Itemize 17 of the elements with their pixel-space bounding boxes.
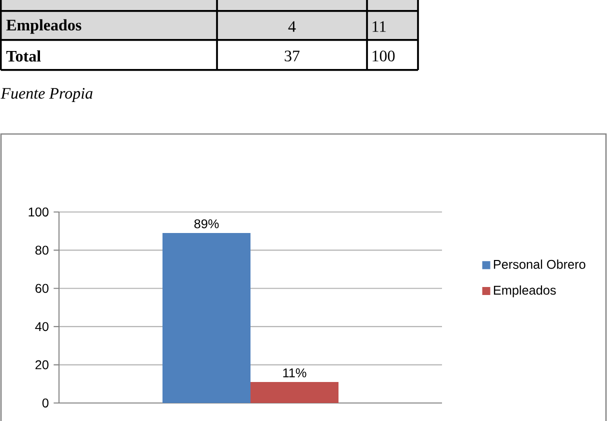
text: 4 [288,21,296,32]
y-tick-label: 20 [36,360,48,370]
data-label: 11% [283,368,306,378]
y-tick-label: 80 [35,246,48,255]
source-note: Fuente Propia [0,88,92,102]
text: 100 [372,50,395,62]
legend-label: Personal Obrero [494,260,586,269]
text: 11 [372,21,386,32]
text: Empleados [6,19,82,34]
y-tick-label: 0 [42,398,48,408]
y-tick-label: 40 [35,322,48,332]
data-label: 89% [194,219,219,228]
text: 37 [284,50,300,62]
y-tick-label: 60 [36,284,48,293]
legend-label: Empleados [494,285,556,298]
y-tick-label: 100 [28,208,48,216]
text: Total [6,50,41,62]
